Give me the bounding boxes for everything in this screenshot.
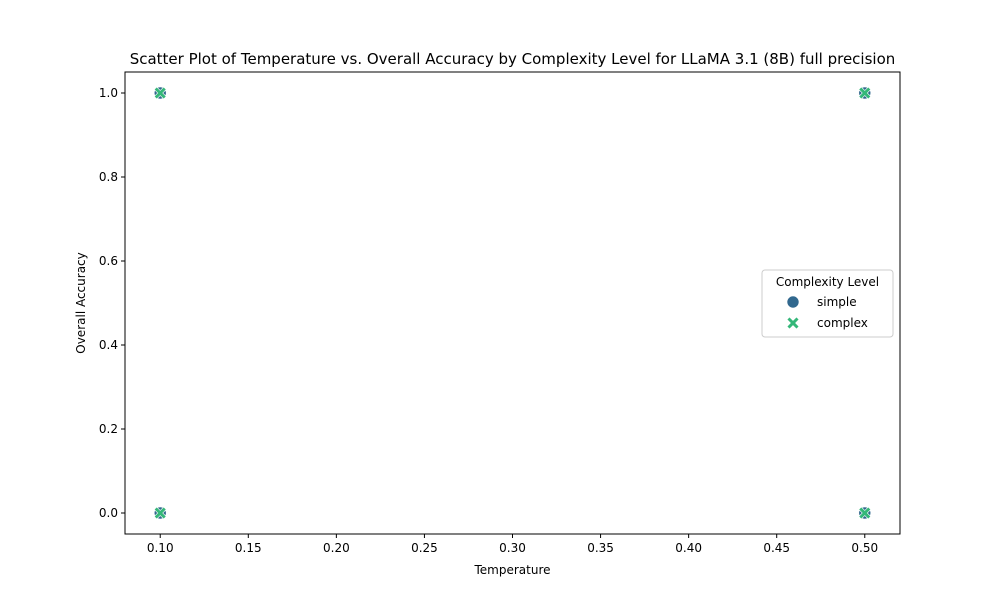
complex-point — [858, 506, 872, 520]
legend: Complexity Level simple complex — [761, 269, 894, 338]
chart-title: Scatter Plot of Temperature vs. Overall … — [130, 50, 896, 68]
x-tick-label: 0.30 — [499, 541, 526, 555]
complex-point — [153, 506, 167, 520]
y-tick-label: 0.6 — [99, 254, 118, 268]
x-axis-label: Temperature — [473, 563, 550, 577]
x-tick-label: 0.25 — [411, 541, 438, 555]
y-axis-ticks: 0.0 0.2 0.4 0.6 0.8 1.0 — [99, 86, 125, 520]
x-tick-label: 0.15 — [235, 541, 262, 555]
y-tick-label: 0.4 — [99, 338, 118, 352]
y-tick-label: 0.8 — [99, 170, 118, 184]
complex-point — [153, 86, 167, 100]
legend-marker-complex — [786, 316, 800, 330]
x-axis-ticks: 0.10 0.15 0.20 0.25 0.30 0.35 0.40 0.45 0.50 — [147, 534, 878, 555]
legend-entries: simple complex — [786, 295, 868, 330]
x-tick-label: 0.10 — [147, 541, 174, 555]
legend-title: Complexity Level — [776, 275, 879, 289]
complex-point — [858, 86, 872, 100]
axes-frame — [124, 71, 901, 535]
x-tick-label: 0.45 — [763, 541, 790, 555]
x-tick-label: 0.35 — [587, 541, 614, 555]
x-tick-label: 0.20 — [323, 541, 350, 555]
y-axis-label: Overall Accuracy — [74, 252, 88, 353]
x-tick-label: 0.40 — [675, 541, 702, 555]
y-tick-label: 0.2 — [99, 422, 118, 436]
plot-area: 0.10 0.15 0.20 0.25 0.30 0.35 0.40 0.45 0.50 0.0… — [99, 71, 901, 555]
legend-label-simple: simple — [817, 295, 857, 309]
data-points — [153, 86, 872, 520]
legend-label-complex: complex — [817, 316, 868, 330]
y-tick-label: 1.0 — [99, 86, 118, 100]
legend-marker-simple — [786, 295, 800, 309]
y-tick-label: 0.0 — [99, 506, 118, 520]
x-tick-label: 0.50 — [851, 541, 878, 555]
